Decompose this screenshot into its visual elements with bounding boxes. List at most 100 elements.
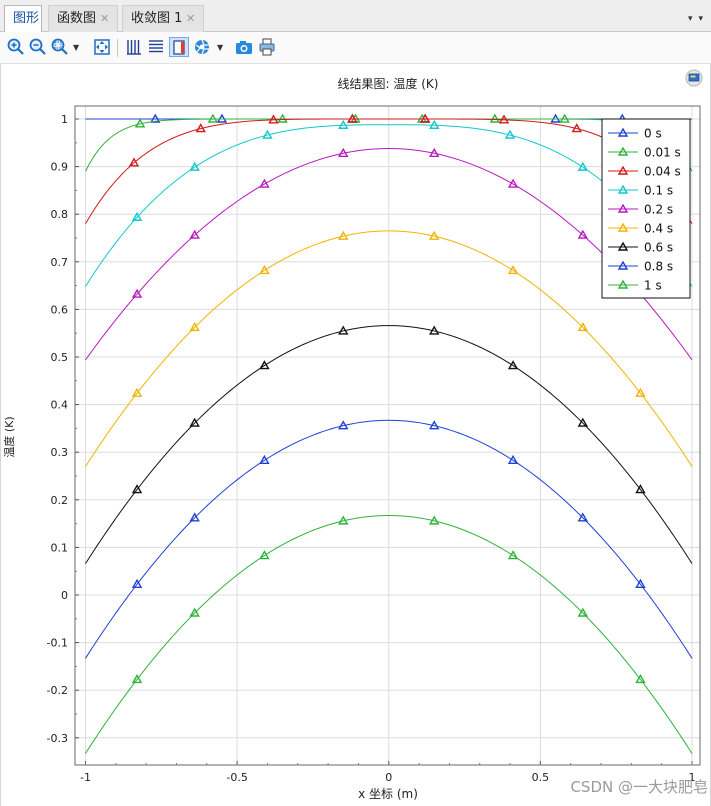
legend-label: 0.04 s	[644, 165, 681, 179]
x-tick-label: -1	[80, 771, 91, 784]
series-marker	[131, 484, 143, 494]
y-tick-label: 0.8	[51, 208, 69, 221]
series-marker	[131, 387, 143, 397]
series-marker	[617, 222, 629, 232]
zoom-in-icon[interactable]	[6, 37, 26, 57]
legend-entry: 0.8 s	[608, 260, 673, 274]
series-marker	[617, 165, 629, 175]
tab-label: 图形	[13, 11, 40, 26]
legend-entry: 0.6 s	[608, 241, 673, 255]
legend-entry: 1 s	[608, 279, 662, 293]
series-marker	[419, 113, 431, 123]
series-marker	[617, 279, 629, 289]
series-marker	[559, 113, 570, 123]
series-marker	[635, 674, 646, 684]
y-tick-label: 0.1	[51, 541, 69, 554]
y-tick-label: 1	[61, 113, 68, 126]
series-marker	[128, 157, 140, 167]
y-tick-label: 0.2	[51, 494, 69, 507]
legend-label: 0.8 s	[644, 260, 673, 274]
legend-label: 0.2 s	[644, 203, 673, 217]
close-icon[interactable]: ✕	[186, 12, 196, 25]
series-marker	[338, 230, 349, 240]
close-icon[interactable]: ✕	[100, 12, 110, 25]
grid	[75, 106, 700, 765]
zoom-extents-icon[interactable]	[92, 37, 112, 57]
plot-frame	[74, 105, 701, 766]
series-marker	[577, 512, 589, 522]
tab-convergence-plot[interactable]: 收敛图 1 ✕	[122, 5, 204, 32]
chevron-down-icon[interactable]: ▾	[698, 14, 703, 24]
series-marker	[259, 178, 270, 188]
legend: 0 s 0.01 s 0.04 s 0.1 s 0.2 s 0.4 s 0.6 s 0.8 s…	[601, 118, 691, 299]
series-0-4-s	[85, 230, 693, 467]
series-marker	[338, 147, 349, 157]
series-marker	[577, 607, 589, 617]
y-tick-label: 0.7	[51, 256, 69, 269]
series-marker	[617, 203, 629, 213]
legend-entry: 0.01 s	[608, 146, 681, 160]
series-marker	[577, 161, 589, 171]
zoom-box-icon[interactable]	[50, 37, 70, 57]
legend-icon[interactable]	[146, 37, 166, 57]
series-line	[85, 124, 693, 287]
series-marker	[338, 420, 349, 430]
legend-entry: 0.04 s	[608, 165, 681, 179]
series-marker	[150, 113, 161, 123]
y-tick-label: 0.6	[51, 303, 69, 316]
series-marker	[429, 420, 440, 430]
series-marker	[216, 113, 228, 123]
legend-entry: 0.2 s	[608, 203, 673, 217]
tab-label: 函数图	[57, 11, 97, 26]
series-marker	[617, 127, 629, 137]
series-marker	[617, 241, 629, 251]
print-icon[interactable]	[257, 37, 277, 57]
export-image-icon[interactable]	[684, 69, 704, 87]
series-marker	[507, 265, 519, 275]
series-marker	[189, 607, 200, 617]
series-marker	[131, 674, 143, 684]
series-marker	[507, 454, 519, 465]
series-0-6-s	[85, 325, 693, 564]
watermark: CSDN @一大块肥皂	[570, 778, 708, 796]
chevron-down-icon[interactable]: ▾	[687, 14, 693, 24]
axes-icon[interactable]	[169, 37, 189, 57]
x-tick-label: 0.5	[532, 771, 550, 784]
tab-menu: ▾ ▾	[682, 14, 703, 24]
series-line	[85, 325, 693, 564]
y-tick-label: 0.4	[51, 399, 69, 412]
tab-graphics[interactable]: 图形	[4, 5, 42, 32]
series-0-1-s	[85, 119, 693, 287]
series-marker	[262, 129, 273, 139]
series-marker	[635, 484, 646, 494]
series-marker	[189, 512, 200, 522]
toolbar-divider	[117, 39, 118, 57]
grid-icon[interactable]	[124, 37, 144, 57]
legend-label: 0.4 s	[644, 222, 673, 236]
chevron-down-icon[interactable]: ▼	[217, 43, 224, 52]
series-marker	[338, 325, 349, 335]
y-tick-label: 0	[61, 589, 68, 602]
legend-label: 1 s	[644, 279, 662, 293]
series-marker	[338, 119, 349, 129]
tab-bar: 图形 函数图 ✕ 收敛图 1 ✕ ▾ ▾	[0, 0, 711, 32]
x-tick-label: -0.5	[226, 771, 247, 784]
y-tick-label: -0.3	[47, 732, 68, 745]
tab-function-plot[interactable]: 函数图 ✕	[48, 5, 118, 32]
series-marker	[259, 454, 270, 465]
series-marker	[259, 550, 270, 560]
legend-entry: 0 s	[608, 127, 662, 141]
series-marker	[189, 161, 200, 171]
y-tick-label: -0.1	[47, 637, 68, 650]
series-line	[85, 419, 693, 659]
series-marker	[577, 229, 589, 239]
x-axis: -1 -0.5 0 0.5 1	[80, 761, 696, 784]
series-marker	[189, 417, 200, 427]
y-tick-label: 0.9	[51, 161, 69, 174]
color-icon[interactable]	[192, 37, 212, 57]
zoom-out-icon[interactable]	[28, 37, 48, 57]
chevron-down-icon[interactable]: ▼	[73, 43, 80, 52]
snapshot-icon[interactable]	[234, 37, 254, 57]
series-marker	[429, 119, 440, 129]
series-marker	[259, 265, 270, 275]
